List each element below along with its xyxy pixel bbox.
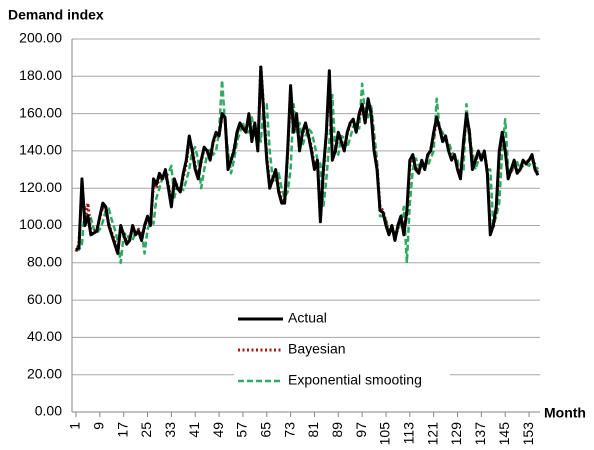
x-tick-label: 41 bbox=[186, 422, 202, 438]
x-tick-label: 121 bbox=[424, 422, 440, 446]
x-tick-label: 25 bbox=[138, 422, 154, 438]
legend-label: Bayesian bbox=[288, 341, 346, 357]
x-tick-label: 97 bbox=[353, 422, 369, 438]
y-tick-label: 80.00 bbox=[27, 254, 62, 270]
legend-background bbox=[234, 370, 450, 392]
series-line bbox=[75, 65, 540, 255]
x-tick-label: 153 bbox=[520, 422, 536, 446]
y-tick-label: 20.00 bbox=[27, 365, 62, 381]
y-tick-label: 0.00 bbox=[35, 403, 62, 419]
x-tick-label: 57 bbox=[234, 422, 250, 438]
legend-background bbox=[234, 339, 450, 361]
x-tick-label: 145 bbox=[496, 422, 512, 446]
y-tick-label: 180.00 bbox=[19, 67, 62, 83]
y-tick-label: 120.00 bbox=[19, 179, 62, 195]
legend-label: Exponential smooting bbox=[288, 372, 422, 388]
x-tick-label: 17 bbox=[114, 422, 130, 438]
x-tick-label: 9 bbox=[91, 422, 107, 430]
y-tick-label: 160.00 bbox=[19, 104, 62, 120]
x-tick-label: 33 bbox=[162, 422, 178, 438]
y-tick-label: 100.00 bbox=[19, 216, 62, 232]
x-axis-label: Month bbox=[544, 405, 586, 421]
x-tick-label: 49 bbox=[210, 422, 226, 438]
legend-background bbox=[234, 308, 450, 330]
x-tick-label: 81 bbox=[305, 422, 321, 438]
series-line bbox=[75, 78, 540, 265]
legend-label: Actual bbox=[288, 310, 327, 326]
x-tick-label: 105 bbox=[377, 422, 393, 446]
chart-title: Demand index bbox=[8, 7, 104, 23]
x-tick-label: 137 bbox=[472, 422, 488, 446]
y-tick-label: 140.00 bbox=[19, 142, 62, 158]
y-tick-label: 40.00 bbox=[27, 328, 62, 344]
y-tick-label: 200.00 bbox=[19, 30, 62, 46]
x-tick-label: 129 bbox=[448, 422, 464, 446]
x-tick-label: 1 bbox=[67, 422, 83, 430]
x-tick-label: 89 bbox=[329, 422, 345, 438]
x-tick-label: 73 bbox=[281, 422, 297, 438]
y-tick-label: 60.00 bbox=[27, 291, 62, 307]
x-tick-label: 113 bbox=[401, 422, 417, 445]
x-tick-label: 65 bbox=[257, 422, 273, 438]
